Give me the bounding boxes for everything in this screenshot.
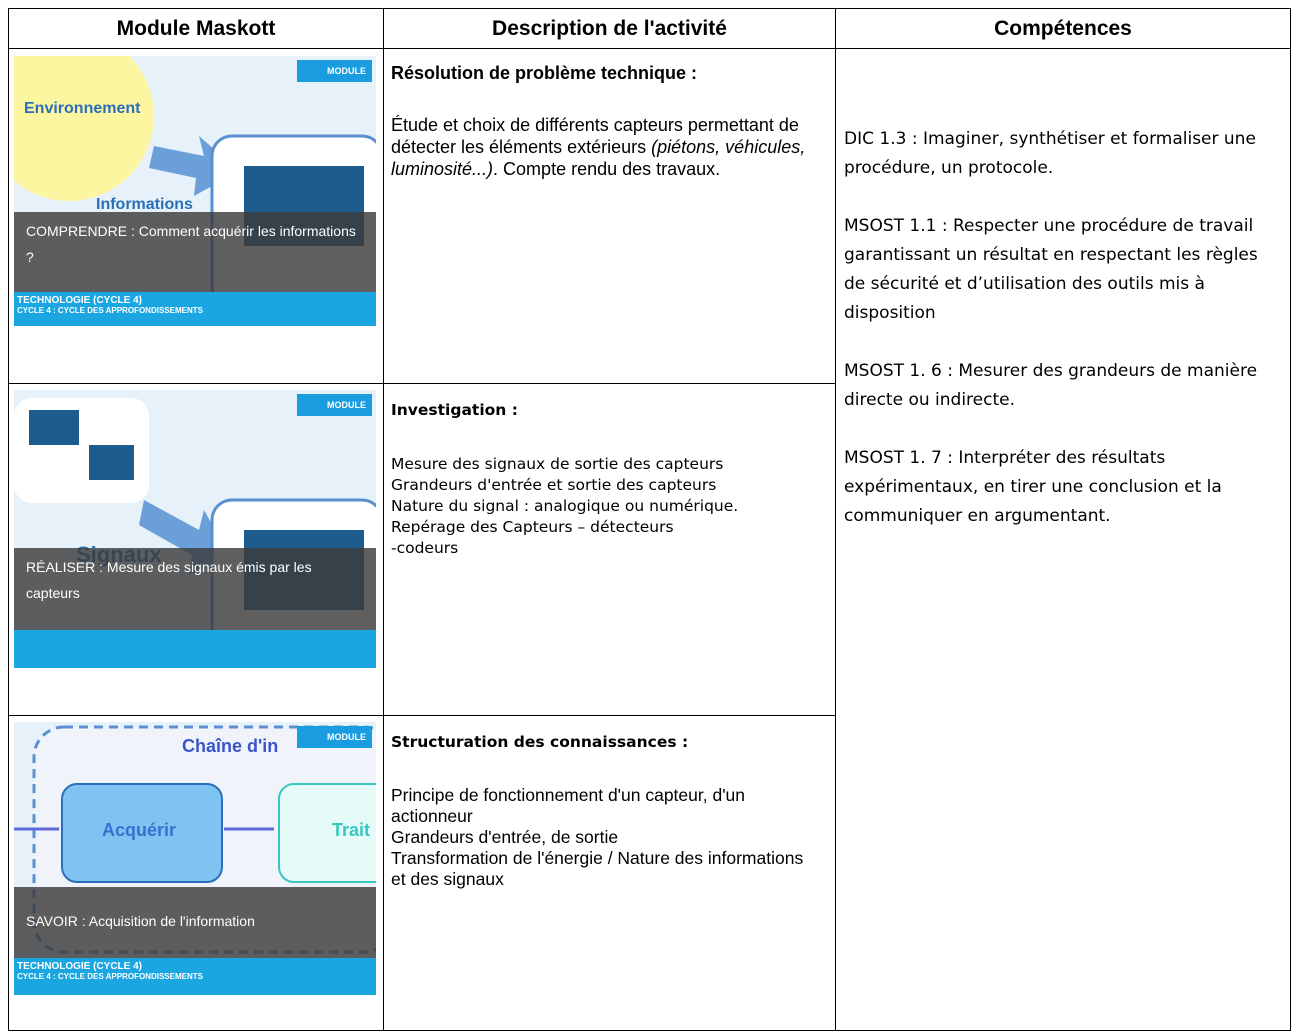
- text: Étude et choix de différents capteurs pe…: [391, 115, 799, 157]
- module-footer: TECHNOLOGIE (CYCLE 4) CYCLE 4 : CYCLE DES…: [14, 958, 376, 995]
- image-label: Chaîne d'in: [182, 736, 278, 756]
- description-body: Principe de fonctionnement d'un capteur,…: [391, 785, 811, 890]
- footer-title: TECHNOLOGIE (CYCLE 4): [17, 295, 143, 306]
- image-label: Environnement: [24, 100, 141, 117]
- competence: MSOST 1.1 : Respecter une procédure de t…: [844, 216, 1258, 323]
- module-caption: SAVOIR : Acquisition de l'information: [14, 887, 376, 967]
- module-badge: MODULE: [297, 60, 372, 82]
- description-heading: Investigation :: [391, 401, 518, 419]
- description: Structuration des connaissances : Princi…: [391, 732, 811, 890]
- description-body: Étude et choix de différents capteurs pe…: [391, 114, 821, 180]
- footer-subtitle: CYCLE 4 : CYCLE DES APPROFONDISSEMENTS: [17, 972, 203, 981]
- module-footer: [14, 630, 376, 668]
- description: Investigation : Mesure des signaux de so…: [391, 400, 831, 559]
- header-cell: Compétences: [835, 8, 1291, 49]
- module-card[interactable]: Environnement Informations MODULE COMPRE…: [14, 56, 376, 326]
- competence: MSOST 1. 7 : Interpréter des résultats e…: [844, 448, 1222, 526]
- description-heading: Structuration des connaissances :: [391, 733, 689, 751]
- description-line: Mesure des signaux de sortie des capteur…: [391, 455, 724, 473]
- description-heading: Résolution de problème technique :: [391, 63, 698, 83]
- competence: DIC 1.3 : Imaginer, synthétiser et forma…: [844, 129, 1256, 178]
- description: Résolution de problème technique : Étude…: [391, 62, 821, 180]
- competence: MSOST 1. 6 : Mesurer des grandeurs de ma…: [844, 361, 1258, 410]
- module-badge: MODULE: [297, 726, 372, 748]
- description-line: Grandeurs d'entrée, de sortie: [391, 827, 619, 847]
- cell: [835, 48, 1291, 1031]
- footer-title: TECHNOLOGIE (CYCLE 4): [17, 961, 143, 972]
- description-line: Principe de fonctionnement d'un capteur,…: [391, 785, 746, 826]
- text: . Compte rendu des travaux.: [493, 159, 721, 179]
- description-line: -codeurs: [391, 539, 459, 557]
- header-cell: Description de l'activité: [383, 8, 836, 49]
- competences: DIC 1.3 : Imaginer, synthétiser et forma…: [844, 125, 1284, 560]
- description-line: Repérage des Capteurs – détecteurs: [391, 518, 674, 536]
- module-caption: RÉALISER : Mesure des signaux émis par l…: [14, 548, 376, 640]
- module-badge: MODULE: [297, 394, 372, 416]
- module-footer: TECHNOLOGIE (CYCLE 4) CYCLE 4 : CYCLE DES…: [14, 292, 376, 326]
- description-line: Grandeurs d'entrée et sortie des capteur…: [391, 476, 717, 494]
- module-caption: COMPRENDRE : Comment acquérir les inform…: [14, 212, 376, 302]
- footer-subtitle: CYCLE 4 : CYCLE DES APPROFONDISSEMENTS: [17, 306, 203, 315]
- module-card[interactable]: Signaux MODULE RÉALISER : Mesure des sig…: [14, 390, 376, 668]
- description-line: Nature du signal : analogique ou numériq…: [391, 497, 739, 515]
- module-card[interactable]: Chaîne d'in Acquérir Trait MODULE SAVOIR…: [14, 722, 376, 995]
- description-line: Transformation de l'énergie / Nature des…: [391, 848, 804, 889]
- header-cell: Module Maskott: [8, 8, 384, 49]
- image-label: Informations: [96, 196, 193, 213]
- description-body: Mesure des signaux de sortie des capteur…: [391, 454, 831, 559]
- italic-text: (piétons, véhicules, luminosité...): [391, 137, 806, 179]
- image-label: Trait: [332, 820, 370, 840]
- image-label: Acquérir: [102, 820, 176, 840]
